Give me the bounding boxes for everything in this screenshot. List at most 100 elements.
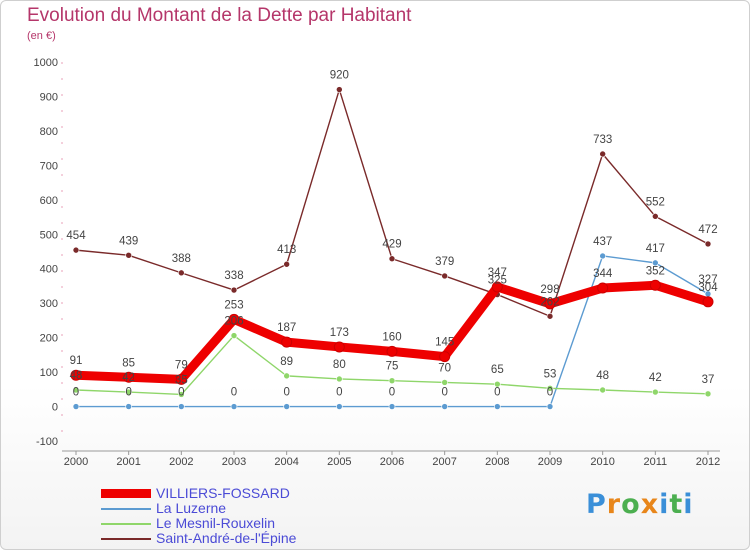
legend-swatch bbox=[101, 523, 151, 525]
data-label: 0 bbox=[336, 387, 342, 399]
logo-letter: i bbox=[659, 489, 670, 520]
data-point bbox=[599, 386, 606, 394]
chart-title: Evolution du Montant de la Dette par Hab… bbox=[27, 5, 412, 26]
y-tick-label: 100 bbox=[40, 367, 58, 379]
data-label: 327 bbox=[698, 274, 717, 286]
data-label: 145 bbox=[435, 337, 454, 349]
y-tick-label: 700 bbox=[40, 160, 58, 172]
data-label: 379 bbox=[435, 256, 454, 268]
data-label: 920 bbox=[330, 70, 349, 82]
x-tick-label: 2010 bbox=[590, 456, 614, 468]
y-tick-label: 800 bbox=[40, 126, 58, 138]
logo-letter: i bbox=[683, 489, 694, 520]
y-tick-label: 500 bbox=[40, 229, 58, 241]
legend-swatch bbox=[101, 508, 151, 510]
data-label: 325 bbox=[488, 275, 507, 287]
data-label: 439 bbox=[119, 235, 138, 247]
data-label: 89 bbox=[280, 356, 293, 368]
data-label: 0 bbox=[125, 387, 131, 399]
x-tick-label: 2000 bbox=[64, 456, 88, 468]
data-label: 454 bbox=[66, 230, 86, 242]
data-point bbox=[178, 391, 185, 398]
data-point bbox=[439, 351, 451, 363]
data-point bbox=[388, 403, 396, 410]
data-label: 352 bbox=[646, 265, 665, 277]
data-point bbox=[546, 312, 554, 320]
data-label: 417 bbox=[646, 243, 665, 255]
data-point bbox=[494, 403, 501, 410]
data-label: 472 bbox=[698, 224, 717, 236]
data-point bbox=[441, 379, 448, 386]
legend-swatch bbox=[101, 538, 151, 540]
data-point bbox=[228, 313, 240, 325]
y-tick-label: 600 bbox=[40, 195, 58, 207]
data-label: 48 bbox=[70, 370, 83, 382]
data-label: 48 bbox=[596, 370, 609, 382]
data-point bbox=[175, 373, 187, 385]
data-label: 42 bbox=[122, 372, 135, 384]
data-point bbox=[704, 390, 712, 398]
data-label: 298 bbox=[540, 284, 559, 296]
data-label: 37 bbox=[702, 374, 715, 386]
data-point bbox=[72, 386, 80, 394]
x-tick-label: 2006 bbox=[380, 456, 404, 468]
data-label: 206 bbox=[224, 316, 243, 328]
legend-label: Le Mesnil-Rouxelin bbox=[156, 515, 276, 531]
data-point bbox=[491, 281, 503, 293]
data-label: 338 bbox=[224, 270, 243, 282]
data-label: 262 bbox=[540, 296, 559, 308]
data-point bbox=[441, 272, 448, 280]
data-label: 0 bbox=[494, 387, 500, 399]
y-tick-label: 200 bbox=[40, 333, 58, 345]
data-label: 413 bbox=[277, 244, 296, 256]
data-label: 65 bbox=[491, 364, 504, 376]
data-label: 42 bbox=[649, 372, 662, 384]
data-point bbox=[72, 403, 80, 410]
x-tick-label: 2004 bbox=[274, 456, 298, 468]
data-point bbox=[702, 296, 714, 308]
data-label: 0 bbox=[389, 387, 395, 399]
data-point bbox=[388, 255, 396, 263]
data-point bbox=[546, 384, 554, 392]
x-tick-label: 2012 bbox=[696, 456, 720, 468]
series-line bbox=[75, 88, 709, 317]
x-tick-label: 2009 bbox=[538, 456, 562, 468]
data-label: 304 bbox=[698, 282, 718, 294]
data-label: 0 bbox=[73, 387, 79, 399]
data-point bbox=[230, 332, 238, 339]
data-point bbox=[125, 403, 132, 410]
logo-letter: o bbox=[621, 489, 641, 520]
y-tick-label: 0 bbox=[52, 402, 58, 414]
data-point bbox=[441, 403, 448, 410]
data-point bbox=[336, 403, 343, 410]
data-label: 733 bbox=[593, 134, 612, 146]
data-point bbox=[283, 372, 290, 380]
data-label: 552 bbox=[646, 196, 665, 208]
y-tick-label: -100 bbox=[36, 436, 58, 448]
y-tick-label: 400 bbox=[40, 264, 58, 276]
data-point bbox=[599, 150, 606, 158]
data-label: 173 bbox=[330, 327, 349, 339]
data-point bbox=[336, 375, 343, 383]
x-tick-label: 2005 bbox=[327, 456, 351, 468]
data-point bbox=[336, 86, 343, 93]
data-label: 79 bbox=[175, 359, 188, 371]
data-point bbox=[283, 260, 290, 268]
data-point bbox=[599, 252, 606, 260]
data-label: 70 bbox=[438, 362, 451, 374]
logo-letter: P bbox=[586, 489, 607, 520]
y-tick-label: 900 bbox=[40, 91, 58, 103]
data-point bbox=[649, 279, 661, 291]
data-label: 85 bbox=[122, 357, 135, 369]
data-label: 253 bbox=[224, 299, 243, 311]
data-label: 347 bbox=[488, 267, 507, 279]
data-label: 160 bbox=[382, 331, 401, 343]
data-label: 0 bbox=[231, 387, 237, 399]
data-point bbox=[125, 388, 132, 396]
x-tick-label: 2011 bbox=[644, 456, 668, 468]
data-label: 0 bbox=[283, 387, 289, 399]
legend-swatch bbox=[101, 489, 151, 498]
data-label: 437 bbox=[593, 236, 612, 248]
